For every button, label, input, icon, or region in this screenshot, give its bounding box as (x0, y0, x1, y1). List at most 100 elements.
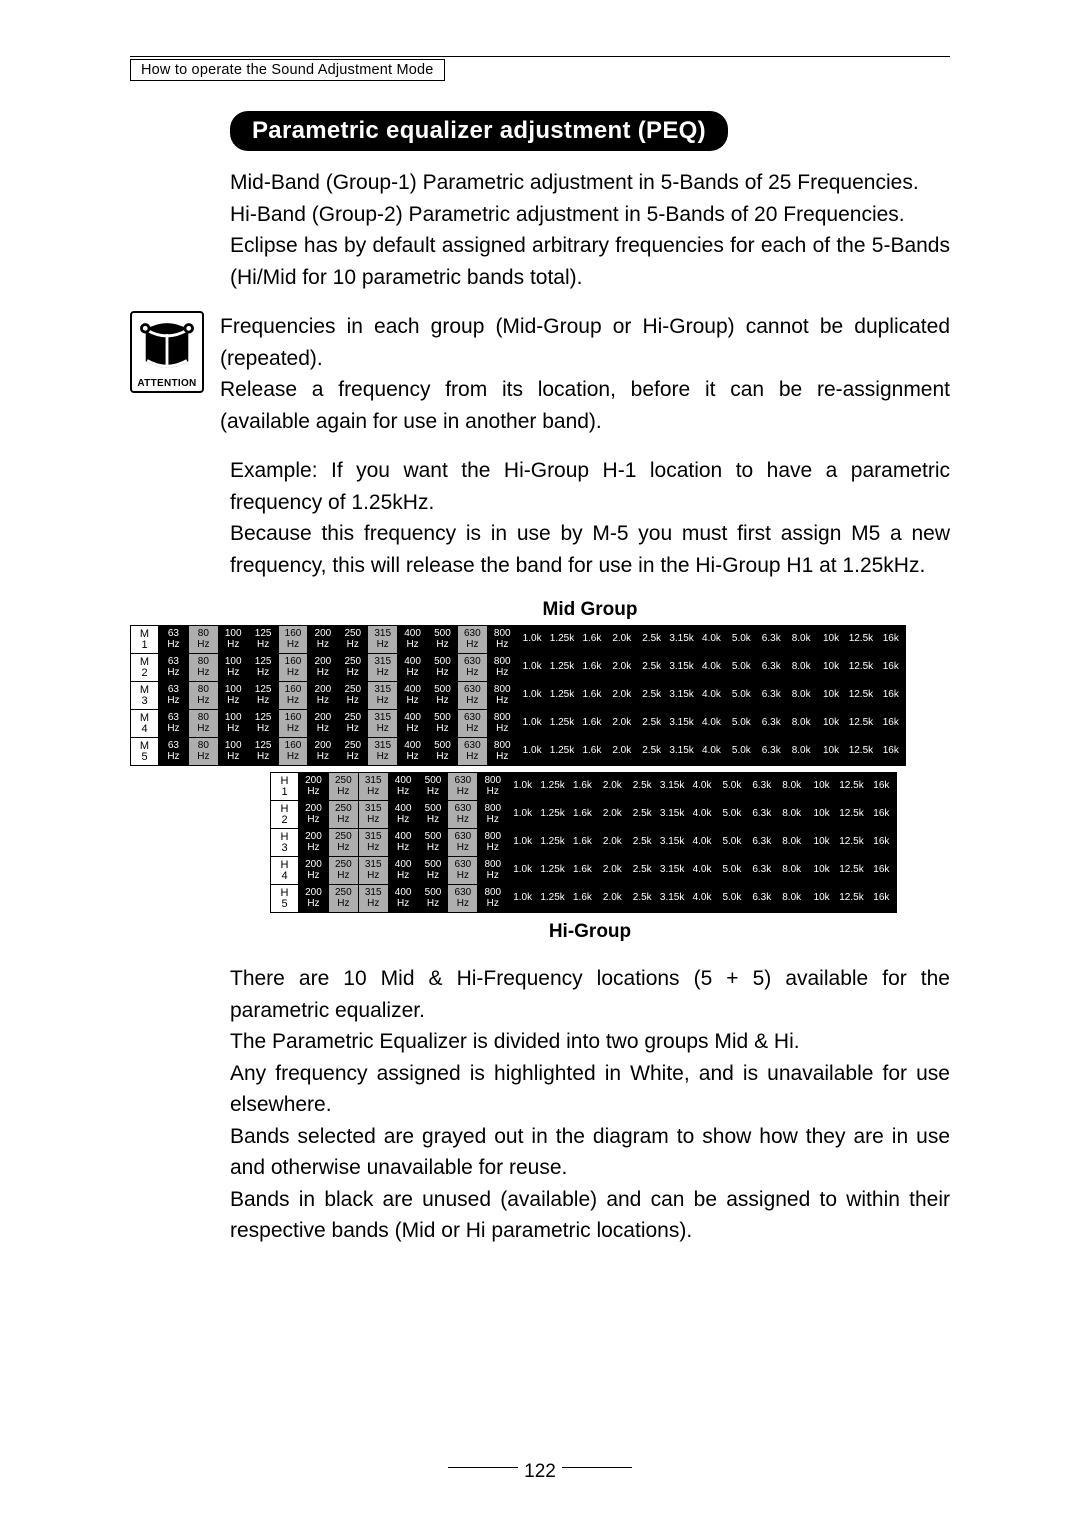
freq-cell: 800Hz (487, 626, 517, 654)
freq-cell: 5.0k (717, 829, 747, 857)
freq-cell: 500Hz (418, 857, 448, 885)
freq-cell: 160Hz (278, 738, 308, 766)
freq-cell: 6.3k (756, 738, 786, 766)
explain-p1: There are 10 Mid & Hi-Frequency location… (230, 963, 950, 1026)
freq-cell: 2.0k (597, 857, 627, 885)
freq-cell: 2.5k (637, 710, 667, 738)
freq-cell: 200Hz (308, 626, 338, 654)
freq-cell: 8.0k (786, 654, 816, 682)
freq-cell: 160Hz (278, 682, 308, 710)
freq-cell: 2.5k (627, 829, 657, 857)
freq-cell: 1.6k (577, 682, 607, 710)
top-rule (130, 56, 950, 57)
freq-cell: 1.6k (577, 710, 607, 738)
freq-cell: 4.0k (697, 682, 727, 710)
freq-cell: 3.15k (667, 626, 697, 654)
freq-cell: 500Hz (418, 829, 448, 857)
freq-cell: 6.3k (747, 857, 777, 885)
freq-cell: 12.5k (846, 738, 876, 766)
freq-cell: 2.5k (637, 654, 667, 682)
freq-cell: 4.0k (697, 710, 727, 738)
freq-cell: 630Hz (448, 773, 478, 801)
freq-cell: 2.0k (597, 829, 627, 857)
freq-cell: 4.0k (687, 773, 717, 801)
freq-cell: 400Hz (398, 738, 428, 766)
freq-cell: 250Hz (338, 738, 368, 766)
freq-cell: 1.25k (547, 682, 577, 710)
freq-cell: 80Hz (188, 626, 218, 654)
freq-cell: 125Hz (248, 682, 278, 710)
freq-cell: 10k (807, 773, 837, 801)
breadcrumb: How to operate the Sound Adjustment Mode (130, 59, 445, 81)
freq-cell: 100Hz (218, 654, 248, 682)
freq-cell: 1.0k (508, 773, 538, 801)
freq-cell: 6.3k (747, 885, 777, 913)
page-number: 122 (0, 1461, 1080, 1483)
freq-cell: 8.0k (777, 801, 807, 829)
freq-cell: 200Hz (308, 654, 338, 682)
freq-cell: 2.5k (627, 801, 657, 829)
intro-p1: Mid-Band (Group-1) Parametric adjustment… (230, 167, 950, 199)
freq-cell: 5.0k (717, 773, 747, 801)
freq-cell: 2.0k (607, 626, 637, 654)
freq-cell: 250Hz (328, 885, 358, 913)
freq-cell: 12.5k (837, 857, 867, 885)
freq-cell: 400Hz (398, 626, 428, 654)
freq-cell: 125Hz (248, 710, 278, 738)
row-header: M4 (131, 710, 159, 738)
intro-p3: Eclipse has by default assigned arbitrar… (230, 230, 950, 293)
freq-cell: 10k (816, 626, 846, 654)
freq-cell: 2.5k (637, 626, 667, 654)
freq-cell: 315Hz (368, 654, 398, 682)
freq-cell: 10k (807, 801, 837, 829)
freq-cell: 5.0k (726, 710, 756, 738)
freq-cell: 630Hz (448, 829, 478, 857)
freq-cell: 8.0k (786, 626, 816, 654)
freq-cell: 315Hz (368, 682, 398, 710)
freq-cell: 500Hz (428, 626, 458, 654)
freq-cell: 400Hz (398, 710, 428, 738)
freq-cell: 250Hz (338, 654, 368, 682)
freq-cell: 1.25k (538, 885, 568, 913)
freq-cell: 4.0k (687, 801, 717, 829)
freq-cell: 250Hz (328, 829, 358, 857)
freq-cell: 12.5k (846, 710, 876, 738)
row-header: H4 (271, 857, 299, 885)
freq-cell: 1.6k (568, 773, 598, 801)
freq-cell: 2.5k (637, 738, 667, 766)
freq-cell: 5.0k (717, 801, 747, 829)
freq-cell: 2.0k (607, 682, 637, 710)
freq-cell: 400Hz (398, 682, 428, 710)
attention-icon: ATTENTION (130, 311, 204, 393)
freq-cell: 8.0k (777, 773, 807, 801)
freq-cell: 3.15k (657, 801, 687, 829)
explain-p5: Bands in black are unused (available) an… (230, 1184, 950, 1247)
freq-cell: 4.0k (697, 626, 727, 654)
freq-cell: 1.6k (568, 801, 598, 829)
freq-cell: 12.5k (837, 885, 867, 913)
freq-cell: 10k (816, 654, 846, 682)
freq-cell: 1.6k (568, 857, 598, 885)
freq-cell: 6.3k (756, 682, 786, 710)
freq-cell: 3.15k (657, 829, 687, 857)
freq-cell: 125Hz (248, 654, 278, 682)
freq-cell: 3.15k (667, 682, 697, 710)
explain-p4: Bands selected are grayed out in the dia… (230, 1121, 950, 1184)
freq-cell: 3.15k (657, 773, 687, 801)
freq-cell: 1.0k (508, 857, 538, 885)
freq-cell: 2.0k (597, 885, 627, 913)
freq-cell: 12.5k (837, 773, 867, 801)
freq-cell: 12.5k (846, 682, 876, 710)
freq-cell: 16k (876, 738, 906, 766)
row-header: M3 (131, 682, 159, 710)
freq-cell: 800Hz (487, 682, 517, 710)
freq-cell: 2.0k (607, 738, 637, 766)
freq-cell: 1.0k (517, 682, 547, 710)
freq-cell: 315Hz (358, 885, 388, 913)
freq-cell: 630Hz (448, 885, 478, 913)
freq-cell: 12.5k (846, 654, 876, 682)
freq-cell: 800Hz (478, 885, 508, 913)
mid-group-title: Mid Group (230, 599, 950, 621)
freq-cell: 5.0k (717, 857, 747, 885)
freq-cell: 125Hz (248, 738, 278, 766)
